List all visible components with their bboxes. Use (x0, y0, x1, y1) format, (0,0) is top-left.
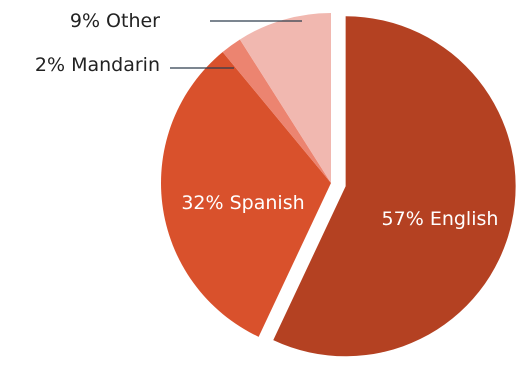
pie-slice-other (239, 13, 331, 183)
pie-slice-spanish (161, 52, 331, 337)
slice-label-mandarin: 2% Mandarin (35, 54, 160, 76)
pie-slice-english (273, 16, 516, 357)
slice-label-english: 57% English (382, 208, 499, 230)
slice-label-spanish: 32% Spanish (181, 192, 304, 214)
slice-label-other: 9% Other (70, 10, 160, 32)
pie-slice-mandarin (222, 39, 331, 184)
